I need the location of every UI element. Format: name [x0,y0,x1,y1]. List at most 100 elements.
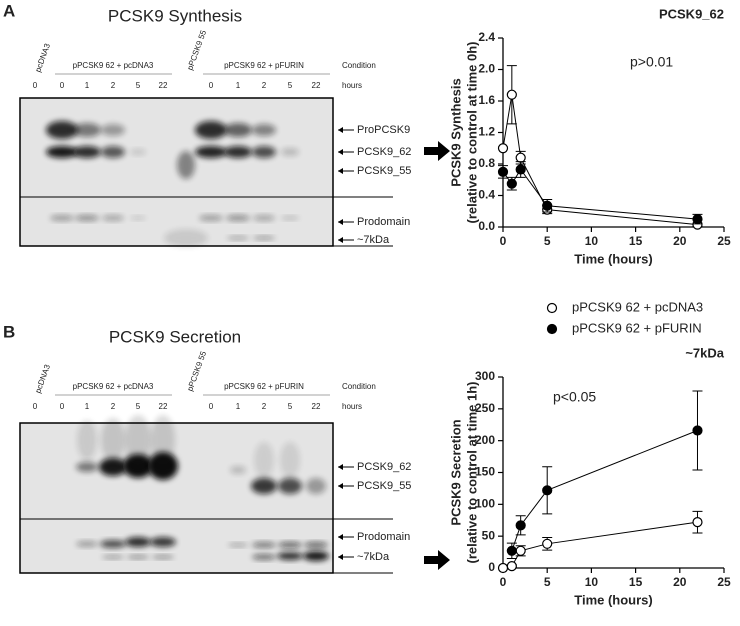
hour-label: 0 [60,81,65,90]
band [101,418,125,462]
y-tick-label: 2.0 [478,62,495,76]
band [46,146,78,158]
band [230,466,246,474]
x-tick-label: 10 [585,234,599,248]
band-arrowhead [338,237,343,243]
hour-label: 0 [60,402,65,411]
band [303,551,329,561]
data-point [506,545,517,556]
band-arrowhead [338,464,343,470]
data-point [515,152,526,163]
band [152,555,174,559]
band [251,478,277,494]
x-tick-label: 20 [673,575,687,589]
data-point [515,545,526,556]
band [127,555,149,559]
x-tick-label: 0 [500,575,507,589]
band [226,215,250,221]
band [227,236,249,240]
condition-label: Condition [342,61,376,70]
legend-marker [546,302,558,314]
band-arrowhead [338,149,343,155]
band [252,542,276,548]
hour-label: 2 [262,402,267,411]
lane-label: pPCSK9 55 [185,29,208,72]
band [151,415,175,465]
x-tick-label: 20 [673,234,687,248]
panel-label: B [3,322,15,341]
band [164,229,208,247]
lane-group-label: pPCSK9 62 + pFURIN [224,382,304,391]
hour-label: 2 [262,81,267,90]
x-tick-label: 0 [500,234,507,248]
hour-label: 22 [159,81,168,90]
hour-label: 5 [288,402,293,411]
data-point [497,143,509,154]
legend-label: pPCSK9 62 + pcDNA3 [572,299,703,314]
hour-label: 2 [111,402,116,411]
band [100,540,126,548]
band [130,216,146,220]
band-label: Prodomain [357,216,410,228]
data-point [497,166,509,177]
band-arrowhead [338,127,343,133]
blot-frame [19,97,334,247]
hour-label: 5 [288,81,293,90]
band-arrowhead [338,168,343,174]
y-tick-label: 1.6 [478,93,495,107]
chart-title: PCSK9_62 [659,6,724,21]
hour-label: 22 [312,81,321,90]
band [101,124,125,136]
band-label: Prodomain [357,531,410,543]
band-label: PCSK9_55 [357,480,411,492]
y-tick-label: 2.4 [478,30,495,44]
band [253,236,275,240]
annotation: p>0.01 [630,54,673,70]
data-point [506,89,517,100]
band [46,121,78,139]
annotation: p<0.05 [553,389,596,405]
band [99,458,127,476]
x-tick-label: 10 [585,575,599,589]
band-label: PCSK9_62 [357,461,411,473]
hour-label: 1 [85,402,90,411]
blot-frame [19,422,334,574]
band [277,552,303,560]
band-arrowhead [338,483,343,489]
y-tick-label: 0.0 [478,219,495,233]
band [278,542,302,548]
data-point [542,538,553,549]
blot-bands [76,415,329,561]
series-line [502,521,698,569]
band [102,215,124,221]
band-arrowhead [338,554,343,560]
arrow [424,141,450,161]
x-tick-label: 25 [717,575,731,589]
band-label: ~7kDa [357,551,390,563]
band [101,146,125,158]
hour-label: 2 [111,81,116,90]
data-point [515,164,526,175]
legend-label: pPCSK9 62 + pFURIN [572,320,702,335]
band [280,442,300,478]
hour-label: 5 [136,81,141,90]
band-label: ~7kDa [357,234,390,246]
x-tick-label: 5 [544,234,551,248]
x-axis-label: Time (hours) [574,251,653,266]
series-line [511,430,698,551]
band [73,146,101,158]
blot-bands [46,121,299,247]
band [75,215,99,221]
y-axis-label: PCSK9 Secretion [448,419,463,525]
y-axis-label: (relative to control at time 0h) [464,41,479,223]
hour-label: 0 [209,81,214,90]
panel-label: A [3,1,15,20]
hour-label: 1 [236,81,241,90]
y-axis-label: PCSK9 Synthesis [448,78,463,186]
chart-title: ~7kDa [685,345,724,360]
blot-title: PCSK9 Synthesis [108,6,242,25]
band-label: PCSK9_62 [357,146,411,158]
hours-label: hours [342,81,362,90]
data-point [515,520,526,531]
band-label: ProPCSK9 [357,124,410,136]
